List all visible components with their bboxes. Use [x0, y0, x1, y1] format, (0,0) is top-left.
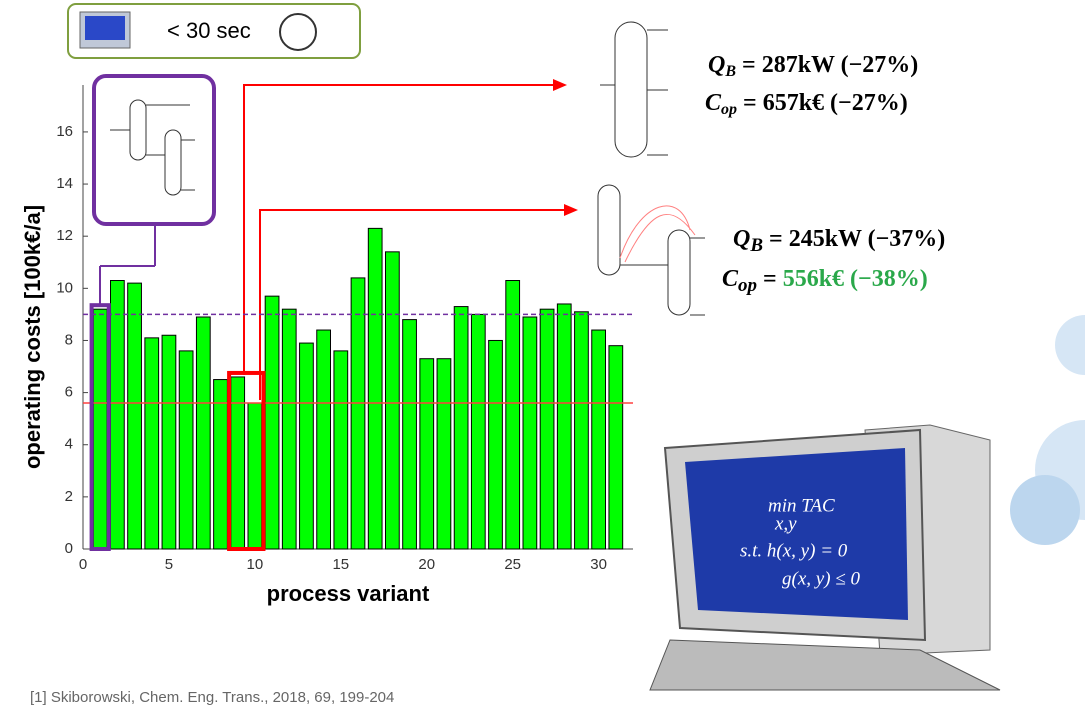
bar — [128, 283, 142, 549]
bar — [592, 330, 606, 549]
result-text: = — [763, 266, 783, 292]
bar — [403, 320, 417, 549]
arrowhead — [553, 79, 567, 91]
bar — [300, 343, 314, 549]
column-diagram — [598, 22, 705, 315]
bar — [145, 338, 159, 549]
x-tick-label: 25 — [504, 556, 521, 573]
bar — [368, 228, 382, 549]
bar — [334, 351, 348, 549]
x-tick-label: 20 — [418, 556, 435, 573]
x-tick-label: 0 — [79, 556, 87, 573]
result-c: Cop = 556k€ (−38%) — [722, 266, 928, 297]
bar — [489, 340, 503, 549]
y-tick-label: 10 — [56, 279, 73, 296]
bar — [386, 252, 400, 549]
result-highlight: 556k€ (−38%) — [783, 266, 928, 292]
timer-text: < 30 sec — [167, 18, 251, 43]
y-tick-label: 4 — [65, 436, 73, 453]
result-text: = 245kW (−37%) — [769, 226, 945, 252]
bar — [523, 317, 537, 549]
arrowhead — [564, 204, 578, 216]
y-tick-label: 2 — [65, 488, 73, 505]
bar — [179, 351, 193, 549]
result-text: = 287kW (−27%) — [742, 52, 918, 78]
y-tick-label: 12 — [56, 227, 73, 244]
bar — [196, 317, 210, 549]
decor — [1010, 475, 1080, 545]
result-q: QB = 245kW (−37%) — [733, 226, 945, 257]
bar — [265, 296, 279, 549]
bar — [557, 304, 571, 549]
bar — [317, 330, 331, 549]
y-tick-label: 0 — [65, 540, 73, 557]
y-axis-label: operating costs [100k€/a] — [20, 205, 45, 469]
decor — [1055, 315, 1085, 375]
x-tick-label: 10 — [247, 556, 264, 573]
bar — [471, 314, 485, 549]
stopwatch — [280, 14, 316, 50]
result-q: QB = 287kW (−27%) — [708, 52, 918, 80]
result-c: Cop = 657k€ (−27%) — [705, 90, 908, 118]
bar — [162, 335, 176, 549]
screen-text: x,y — [774, 513, 797, 534]
result-text: = 657k€ (−27%) — [743, 90, 908, 116]
bar — [111, 281, 125, 549]
x-tick-label: 30 — [590, 556, 607, 573]
x-tick-label: 5 — [165, 556, 173, 573]
bar — [248, 403, 262, 549]
y-tick-label: 14 — [56, 175, 73, 192]
x-tick-label: 15 — [332, 556, 349, 573]
inset-box — [94, 76, 214, 224]
screen-text: s.t. h(x, y) = 0 — [740, 540, 848, 561]
bar — [506, 281, 520, 549]
bar — [437, 359, 451, 549]
bar — [214, 380, 228, 549]
bar — [351, 278, 365, 549]
bar — [454, 307, 468, 549]
footnote: [1] Skiborowski, Chem. Eng. Trans., 2018… — [30, 689, 394, 706]
y-tick-label: 6 — [65, 384, 73, 401]
bar — [93, 309, 107, 549]
x-axis-label: process variant — [267, 581, 430, 606]
pc-screen — [85, 16, 125, 40]
slide: < 30 sec QB = 287kW (−27%) Cop = 657k€ (… — [0, 0, 1085, 706]
bar — [575, 312, 589, 549]
screen-text: g(x, y) ≤ 0 — [782, 568, 860, 589]
y-tick-label: 8 — [65, 331, 73, 348]
bar — [420, 359, 434, 549]
y-tick-label: 16 — [56, 123, 73, 140]
bar — [282, 309, 296, 549]
bar — [540, 309, 554, 549]
bar — [609, 346, 623, 549]
